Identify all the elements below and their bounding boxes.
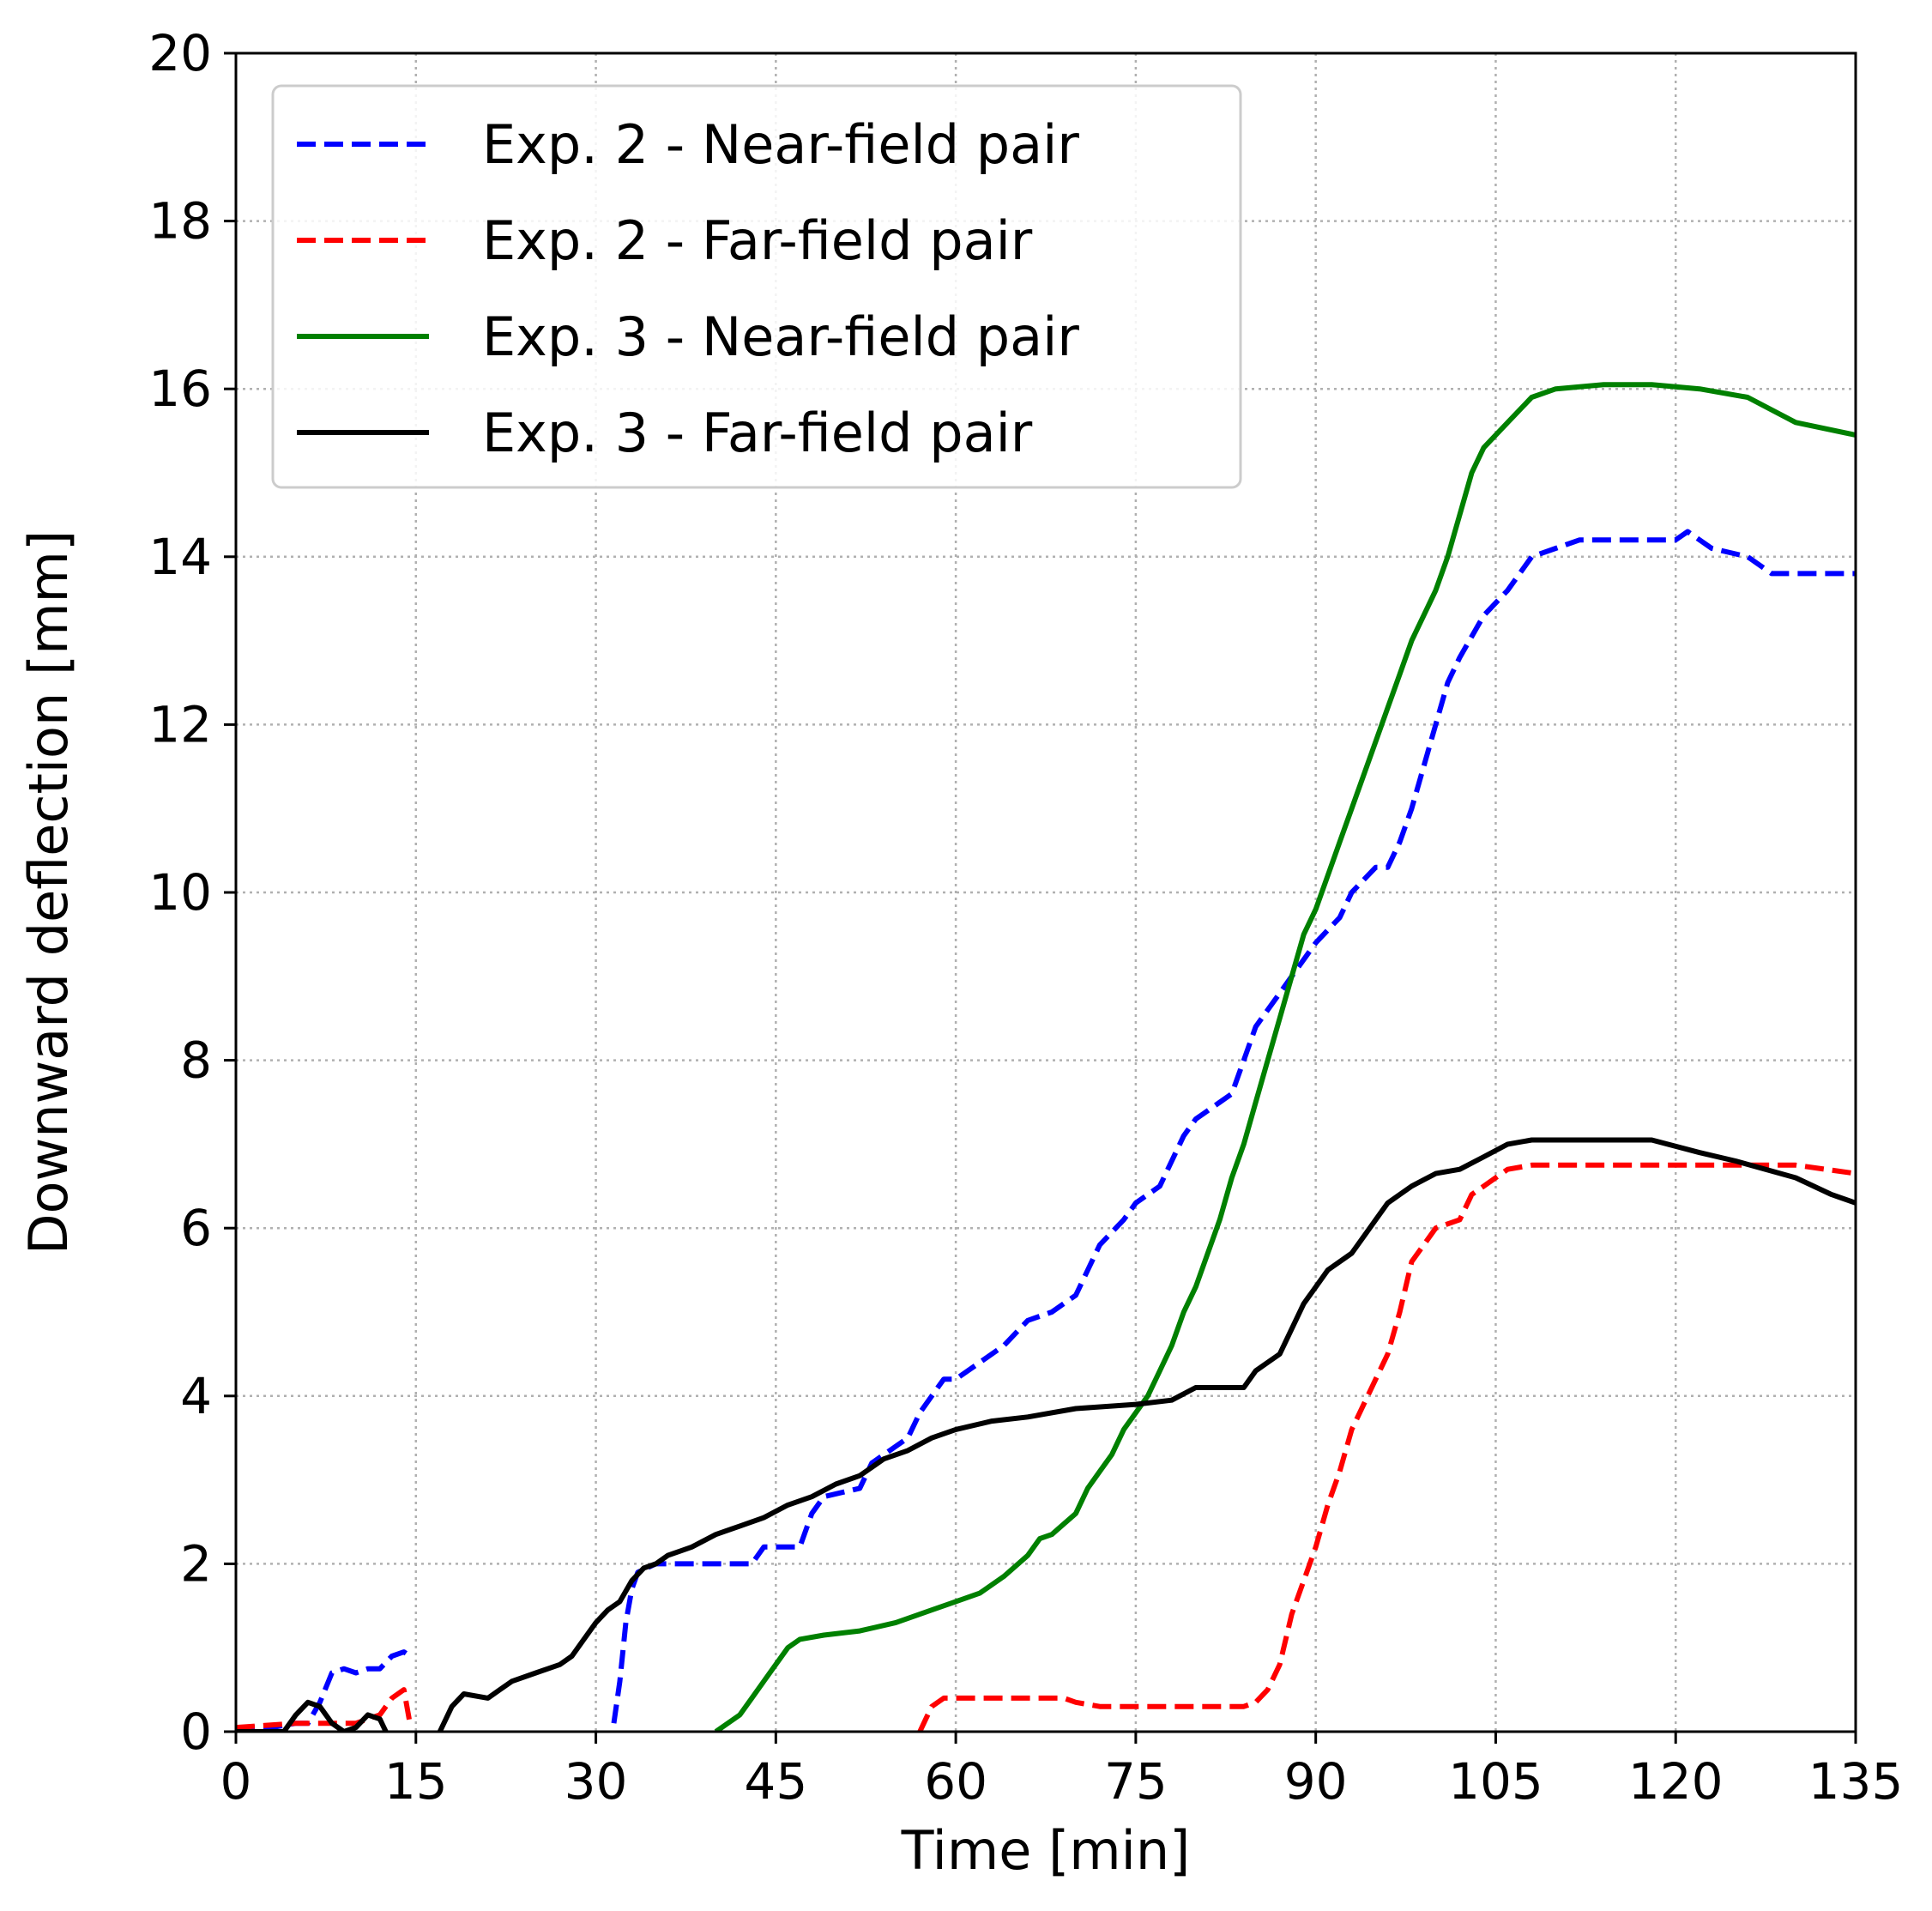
y-tick-label: 14 (148, 528, 212, 586)
y-axis-label: Downward deflection [mm] (17, 530, 80, 1255)
series-line-1-segment-2 (611, 529, 1856, 1724)
x-tick-label: 75 (1104, 1752, 1168, 1811)
x-tick-label: 30 (565, 1752, 628, 1811)
y-tick-label: 16 (148, 360, 212, 418)
legend: Exp. 2 - Near-field pair Exp. 2 - Far-fie… (271, 84, 1242, 489)
legend-label-3: Exp. 3 - Near-field pair (482, 305, 1079, 368)
legend-label-4: Exp. 3 - Far-field pair (482, 402, 1033, 464)
y-tick-label: 0 (180, 1702, 212, 1761)
y-tick-label: 10 (148, 863, 212, 922)
x-tick-label: 105 (1448, 1752, 1543, 1811)
legend-label-1: Exp. 2 - Near-field pair (482, 113, 1079, 176)
y-tick-label: 6 (180, 1199, 212, 1257)
x-tick-label: 15 (384, 1752, 448, 1811)
series-line-4-segment-1 (236, 1699, 389, 1732)
x-tick-label: 90 (1284, 1752, 1348, 1811)
x-tick-label: 60 (924, 1752, 987, 1811)
legend-box (271, 84, 1242, 489)
y-tick-label: 18 (148, 192, 212, 251)
series-group (236, 382, 1856, 1732)
y-tick-label: 20 (148, 24, 212, 82)
x-tick-label: 45 (744, 1752, 807, 1811)
ticks: 0 15 30 45 60 75 90 105 120 135 0 2 4 6 8 10 12 14 16 18 20 (148, 24, 1903, 1811)
x-axis-label: Time [min] (901, 1819, 1191, 1882)
y-tick-label: 12 (148, 695, 212, 753)
y-tick-label: 4 (180, 1367, 212, 1425)
y-tick-label: 2 (180, 1534, 212, 1593)
legend-label-2: Exp. 2 - Far-field pair (482, 209, 1033, 272)
x-tick-label: 0 (220, 1752, 252, 1811)
series-line-3-segment-1 (714, 382, 1856, 1732)
y-tick-label: 8 (180, 1031, 212, 1090)
series-line-2-segment-2 (917, 1162, 1856, 1732)
series-line-2-segment-1 (236, 1687, 413, 1731)
x-tick-label: 120 (1628, 1752, 1724, 1811)
series-line-4-segment-2 (437, 1137, 1856, 1732)
x-tick-label: 135 (1808, 1752, 1904, 1811)
